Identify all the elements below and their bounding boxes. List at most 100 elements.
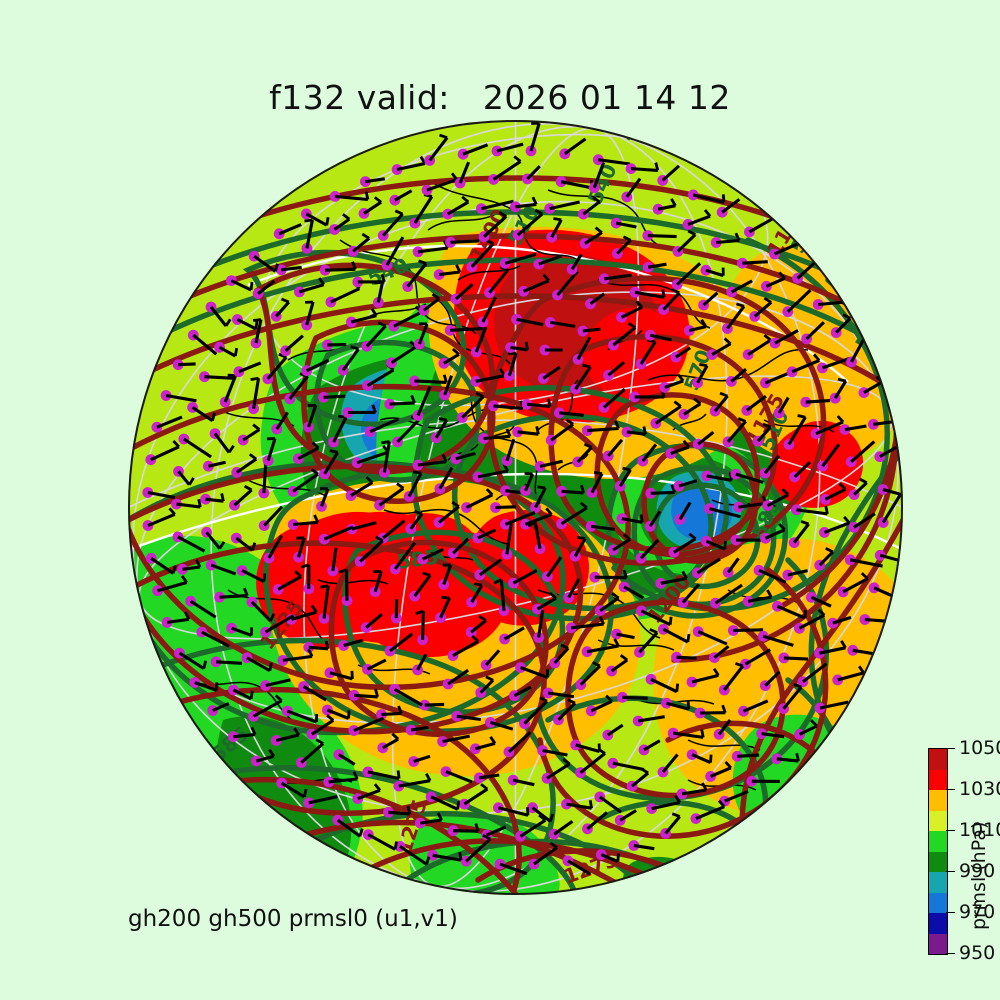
wind-barb-flag bbox=[485, 488, 494, 496]
wind-barb-station bbox=[642, 230, 654, 241]
colorbar-swatch bbox=[929, 769, 947, 790]
wind-barb-flag bbox=[461, 195, 470, 204]
wind-barb-shaft bbox=[417, 246, 448, 254]
wind-barb-flag bbox=[218, 541, 226, 550]
wind-barb-shaft bbox=[306, 358, 330, 373]
wind-barb-shaft bbox=[647, 234, 677, 239]
wind-barb-shaft bbox=[705, 539, 726, 551]
wind-barb-shaft bbox=[879, 553, 903, 565]
wind-barb-shaft bbox=[231, 626, 253, 637]
wind-barb-shaft bbox=[493, 404, 524, 411]
wind-barb-shaft bbox=[482, 215, 508, 238]
wind-barb-shaft bbox=[819, 646, 846, 655]
wind-barb-shaft bbox=[863, 380, 884, 394]
wind-barb-flag bbox=[431, 293, 440, 300]
wind-barb-shaft bbox=[546, 556, 563, 578]
wind-barb-shaft bbox=[290, 610, 317, 621]
wind-barb-station bbox=[210, 656, 222, 668]
wind-barb-shaft bbox=[643, 739, 661, 752]
wind-barb-flag bbox=[394, 209, 404, 216]
wind-barb-shaft bbox=[263, 505, 284, 527]
wind-barb-flag bbox=[858, 665, 865, 674]
wind-barb-station bbox=[507, 774, 519, 786]
wind-barb-shaft bbox=[640, 609, 671, 627]
wind-barb-shaft bbox=[447, 200, 470, 216]
wind-barb-shaft bbox=[334, 194, 369, 202]
wind-barb-flag bbox=[670, 484, 677, 493]
wind-barb-shaft bbox=[570, 253, 583, 271]
wind-barb-shaft bbox=[230, 279, 252, 292]
wind-barb-flag bbox=[249, 690, 254, 700]
wind-barb-shaft bbox=[305, 301, 315, 326]
wind-barb-shaft bbox=[748, 214, 778, 234]
wind-barb-shaft bbox=[590, 472, 604, 494]
wind-barb-shaft bbox=[721, 198, 741, 214]
wind-barb-shaft bbox=[209, 306, 228, 327]
wind-barb-shaft bbox=[691, 673, 719, 684]
wind-barb-shaft bbox=[602, 388, 626, 409]
wind-barb-flag bbox=[397, 705, 403, 714]
wind-barb-flag bbox=[364, 191, 370, 200]
wind-barb-shaft bbox=[664, 815, 681, 835]
wind-barb-flag bbox=[474, 823, 480, 832]
wind-barb-shaft bbox=[634, 290, 665, 299]
wind-barb-shaft bbox=[763, 454, 781, 475]
wind-barb-shaft bbox=[705, 268, 724, 278]
wind-barb-shaft bbox=[550, 320, 576, 328]
wind-barb-shaft bbox=[420, 818, 442, 825]
wind-barb-flag bbox=[249, 281, 254, 291]
wind-barb-flag bbox=[195, 559, 202, 568]
wind-barb-shaft bbox=[292, 472, 319, 493]
wind-barb-shaft bbox=[538, 254, 562, 266]
wind-barb-flag bbox=[897, 590, 901, 599]
wind-barb-shaft bbox=[766, 493, 790, 508]
wind-barb-shaft bbox=[524, 513, 553, 526]
wind-barb-shaft bbox=[673, 537, 697, 554]
wind-barb-shaft bbox=[366, 368, 395, 388]
wind-barb-flag bbox=[439, 133, 448, 140]
wind-barb-shaft bbox=[205, 497, 224, 503]
wind-barb-shaft bbox=[573, 537, 587, 557]
wind-barb-station bbox=[645, 487, 657, 499]
wind-barb-shaft bbox=[191, 406, 214, 422]
wind-barb-flag bbox=[719, 391, 728, 398]
wind-barb-shaft bbox=[711, 342, 732, 356]
wind-barb-shaft bbox=[394, 189, 413, 202]
wind-barb-flag bbox=[797, 414, 806, 419]
wind-barb-station bbox=[757, 630, 769, 642]
wind-barb-shaft bbox=[275, 301, 290, 318]
wind-barb-shaft bbox=[367, 770, 400, 781]
wind-barb-shaft bbox=[747, 338, 772, 356]
wind-barb-shaft bbox=[264, 614, 295, 634]
wind-barb-shaft bbox=[517, 430, 539, 436]
wind-barb-flag bbox=[227, 444, 235, 454]
wind-barb-flag bbox=[455, 264, 462, 273]
wind-barb-flag bbox=[302, 788, 308, 798]
wind-barb-shaft bbox=[266, 356, 288, 380]
wind-barb-station bbox=[388, 320, 400, 332]
wind-barb-shaft bbox=[363, 200, 382, 215]
wind-barb-shaft bbox=[232, 688, 252, 701]
wind-barb-shaft bbox=[311, 719, 335, 736]
wind-barb-shaft bbox=[849, 558, 883, 568]
wind-barb-shaft bbox=[678, 501, 692, 521]
wind-barb-shaft bbox=[330, 287, 361, 304]
wind-barb-shaft bbox=[586, 644, 619, 654]
wind-barb-flag bbox=[524, 472, 533, 476]
wind-barb-shaft bbox=[192, 333, 218, 356]
wind-barb-shaft bbox=[461, 395, 485, 419]
wind-barb-shaft bbox=[823, 521, 850, 534]
wind-barb-flag bbox=[300, 563, 310, 569]
colorbar-tick bbox=[946, 789, 955, 790]
wind-barb-flag bbox=[524, 341, 529, 351]
wind-barb-shaft bbox=[452, 537, 470, 555]
wind-barb-shaft bbox=[801, 662, 828, 684]
wind-barb-flag bbox=[475, 391, 484, 398]
wind-barb-shaft bbox=[409, 512, 424, 530]
wind-barb-shaft bbox=[687, 214, 711, 226]
wind-barb-station bbox=[537, 745, 548, 756]
wind-barb-flag bbox=[670, 198, 677, 207]
wind-barb-shaft bbox=[447, 668, 469, 686]
wind-barb-shaft bbox=[805, 321, 825, 341]
wind-barb-station bbox=[318, 613, 330, 624]
